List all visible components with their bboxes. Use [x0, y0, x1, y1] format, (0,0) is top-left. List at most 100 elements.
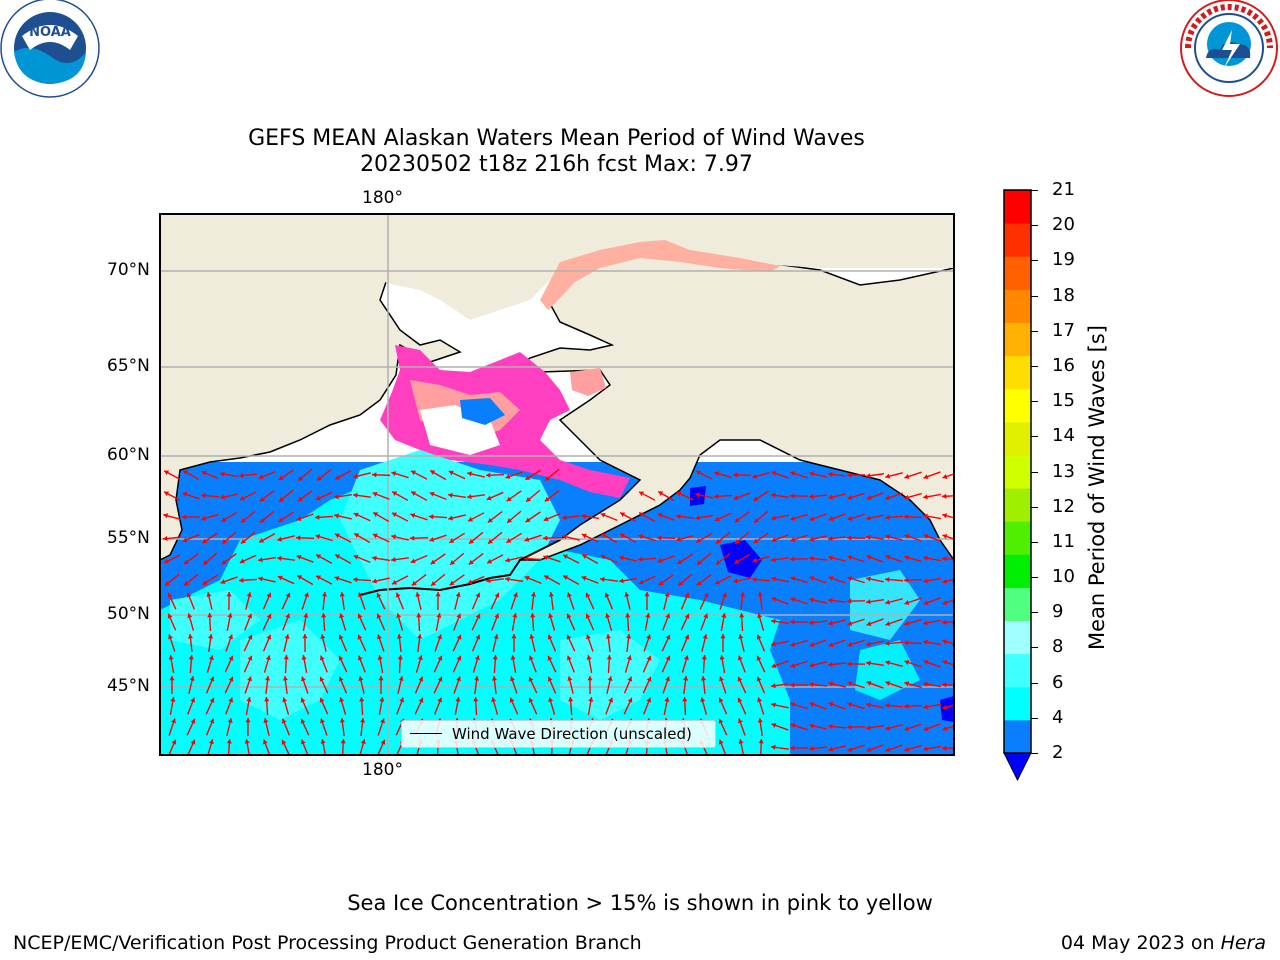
map-field — [160, 214, 954, 755]
wave-arrow-head — [737, 697, 743, 703]
wave-arrow-head — [790, 702, 796, 708]
colorbar-band — [1004, 256, 1031, 290]
wave-arrow-head — [354, 533, 360, 538]
wave-arrow-head — [715, 559, 721, 565]
wave-arrow-head — [247, 634, 253, 640]
wave-arrow-head — [625, 613, 631, 618]
wave-arrow-head — [866, 621, 872, 627]
wave-arrow-head — [284, 634, 290, 639]
wave-arrow-head — [809, 723, 814, 729]
wave-arrow-head — [885, 621, 891, 626]
wave-arrow-head — [183, 559, 189, 565]
wave-arrow-head — [923, 746, 928, 752]
wave-arrow-head — [600, 576, 605, 582]
wave-arrow-head — [182, 492, 188, 497]
colorbar-band — [1004, 686, 1031, 721]
wave-arrow-head — [771, 470, 777, 476]
wave-arrow-head — [790, 536, 796, 542]
wave-arrow-head — [771, 641, 776, 647]
wave-arrow-head — [563, 554, 569, 560]
wave-arrow-head — [221, 559, 227, 565]
wave-arrow-head — [320, 718, 325, 724]
wave-arrow-head — [380, 739, 386, 745]
wave-arrow-head — [809, 681, 814, 688]
wave-arrow-head — [373, 512, 379, 517]
wave-arrow-head — [790, 515, 796, 521]
wave-arrow-head — [714, 471, 720, 477]
wave-arrow-head — [297, 496, 303, 502]
colorbar-tick-label: 19 — [1052, 249, 1075, 271]
wave-arrow-head — [548, 697, 554, 703]
wave-arrow-head — [809, 575, 815, 581]
wave-arrow-head — [376, 613, 382, 619]
wave-arrow-head — [722, 592, 727, 598]
wave-arrow-head — [189, 676, 195, 682]
wave-arrow-head — [491, 676, 498, 681]
wave-arrow-head — [847, 661, 852, 667]
wave-arrow-head — [209, 718, 215, 724]
wave-arrow-head — [809, 619, 814, 626]
wave-arrow-head — [475, 613, 481, 619]
wave-arrow-head — [316, 554, 322, 559]
wave-arrow-head — [512, 613, 518, 618]
wave-arrow-head — [600, 512, 606, 518]
wave-arrow-head — [208, 739, 214, 745]
wave-arrow-head — [399, 697, 405, 703]
wave-arrow-head — [828, 746, 834, 752]
wave-arrow-head — [682, 697, 688, 702]
wave-arrow-head — [942, 513, 948, 519]
wave-arrow-head — [627, 697, 633, 703]
wave-arrow-head — [847, 641, 853, 647]
wave-arrow-head — [847, 576, 853, 582]
wave-arrow-head — [296, 516, 302, 522]
wave-arrow-head — [790, 493, 795, 499]
wave-arrow-head — [410, 535, 415, 541]
wave-arrow-head — [357, 634, 363, 640]
wave-arrow-head — [737, 655, 743, 661]
wave-arrow-head — [245, 718, 251, 723]
wave-arrow-head — [790, 745, 795, 751]
wave-arrow-head — [545, 475, 550, 481]
wave-arrow-head — [266, 592, 272, 598]
wave-arrow-head — [566, 655, 572, 661]
map-frame — [159, 213, 955, 756]
wave-arrow-head — [353, 512, 359, 518]
wave-arrow-head — [676, 536, 682, 542]
colorbar-tick-mark — [1031, 717, 1038, 719]
wave-arrow-head — [752, 473, 758, 479]
wave-arrow-head — [395, 592, 401, 598]
wave-arrow-head — [605, 634, 611, 639]
wave-arrow-head — [547, 676, 553, 682]
colorbar-tick-mark — [1031, 647, 1038, 649]
wave-arrow-head — [568, 697, 574, 702]
wave-arrow-head — [526, 497, 532, 502]
colorbar-tick-mark — [1031, 577, 1038, 579]
wave-arrow-head — [790, 556, 795, 562]
wave-arrow-head — [885, 514, 890, 520]
land-siberia — [160, 214, 462, 561]
wave-arrow-head — [619, 555, 624, 561]
wave-arrow-head — [566, 634, 572, 640]
wave-arrow-head — [339, 613, 345, 619]
colorbar-label: Mean Period of Wind Waves [s] — [1085, 325, 1109, 650]
wave-arrow-head — [657, 512, 663, 518]
wave-arrow-head — [277, 575, 283, 581]
wave-arrow-head — [435, 592, 441, 597]
wave-arrow-head — [437, 634, 442, 640]
wave-arrow-head — [301, 655, 307, 660]
wave-arrow-head — [828, 661, 833, 668]
wave-arrow-head — [266, 634, 272, 640]
wave-arrow-head — [296, 554, 302, 560]
wave-arrow-head — [188, 655, 194, 660]
wave-arrow-head — [335, 474, 341, 480]
colorbar-tick-label: 15 — [1052, 390, 1075, 412]
wave-arrow-head — [624, 592, 630, 597]
wave-arrow-head — [757, 592, 763, 597]
wave-arrow-head — [847, 620, 853, 626]
wave-arrow-head — [756, 676, 762, 682]
wave-arrow-head — [359, 697, 365, 702]
wave-arrow-head — [164, 580, 170, 586]
colorbar-tick-label: 21 — [1052, 179, 1075, 200]
wave-arrow-head — [753, 538, 759, 543]
colorbar-band — [1004, 554, 1031, 588]
